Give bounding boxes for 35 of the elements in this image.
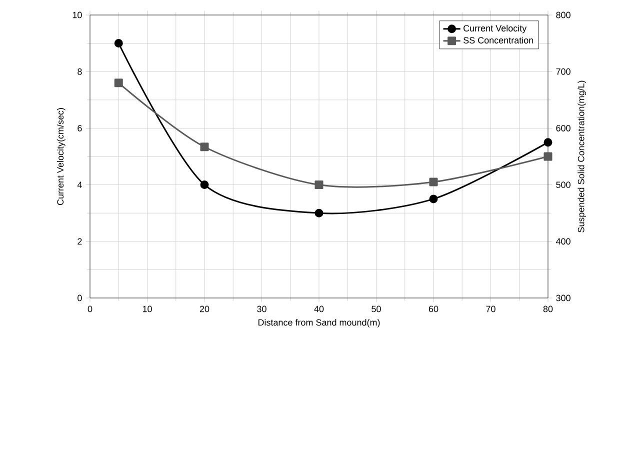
x-tick-label: 20 <box>200 306 210 312</box>
y2-axis-title: Suspended Solid Concentration(mg/L) <box>578 80 586 232</box>
y-tick-label: 6 <box>78 125 82 132</box>
x-tick-label: 80 <box>543 306 553 312</box>
y2-tick-label: 600 <box>556 125 570 132</box>
y-axis-title: Current Velocity(cm/sec) <box>56 108 66 206</box>
y2-tick-label: 700 <box>556 68 570 75</box>
y2-tick-label: 400 <box>556 238 570 245</box>
y-tick-label: 2 <box>78 238 82 245</box>
point <box>200 142 209 152</box>
x-tick-label: 0 <box>88 306 92 312</box>
point <box>114 39 123 48</box>
y2-tick-label: 800 <box>556 12 570 18</box>
x-tick-label: 30 <box>257 306 266 312</box>
y2-tick-label: 500 <box>556 182 570 188</box>
point <box>544 152 552 161</box>
point <box>314 208 324 218</box>
point <box>429 178 438 186</box>
point <box>114 78 123 88</box>
point <box>200 180 209 190</box>
y-tick-label: 8 <box>78 68 82 75</box>
y-tick-label: 0 <box>78 294 82 302</box>
y2-tick-label: 300 <box>556 294 570 302</box>
legend-label: Current Velocity <box>464 24 527 34</box>
y-tick-label: 4 <box>77 182 82 188</box>
x-tick-label: 10 <box>142 306 152 312</box>
x-tick-label: 60 <box>428 306 438 312</box>
x-tick-label: 50 <box>372 306 381 312</box>
x-tick-label: 40 <box>314 306 324 312</box>
legend-label: SS Concentration <box>464 36 534 44</box>
x-tick-label: 70 <box>486 306 496 312</box>
y-tick-label: 10 <box>72 12 82 18</box>
point <box>429 194 438 204</box>
x-axis-title: Distance from Sand mound(m) <box>258 319 380 328</box>
point <box>314 180 324 190</box>
